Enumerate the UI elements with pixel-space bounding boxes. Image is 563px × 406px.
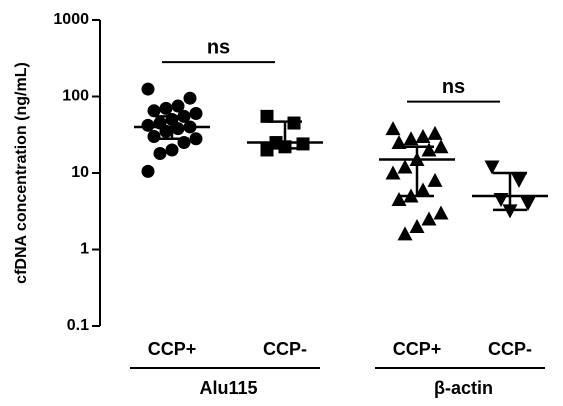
x-tick-label: CCP- xyxy=(263,339,307,359)
point xyxy=(171,122,185,136)
point xyxy=(189,132,203,146)
point xyxy=(520,196,536,211)
y-tick-label: 100 xyxy=(62,88,89,105)
y-tick-label: 1000 xyxy=(53,11,89,28)
point xyxy=(415,129,431,144)
point xyxy=(141,164,155,178)
point xyxy=(189,106,203,120)
point xyxy=(147,104,161,118)
y-tick-label: 10 xyxy=(71,164,89,181)
x-tick-label: CCP+ xyxy=(393,339,442,359)
annotation: ns xyxy=(442,76,465,98)
point xyxy=(147,130,161,144)
point xyxy=(183,91,197,105)
point xyxy=(421,142,437,157)
point xyxy=(260,109,274,123)
group-label: Alu115 xyxy=(199,378,257,398)
point xyxy=(141,118,155,132)
point xyxy=(427,172,443,187)
point xyxy=(502,204,518,219)
point xyxy=(385,165,401,180)
point xyxy=(287,116,301,130)
y-tick-label: 0.1 xyxy=(67,317,89,334)
y-tick-label: 1 xyxy=(80,241,89,258)
x-tick-label: CCP+ xyxy=(148,339,197,359)
point xyxy=(171,99,185,113)
group-label: β-actin xyxy=(434,378,493,398)
point xyxy=(397,159,413,174)
point xyxy=(141,82,155,96)
annotation: ns xyxy=(207,36,230,58)
point xyxy=(433,205,449,220)
point xyxy=(153,146,167,160)
point xyxy=(159,101,173,115)
x-tick-label: CCP- xyxy=(488,339,532,359)
point xyxy=(403,131,419,146)
point xyxy=(433,139,449,154)
point xyxy=(421,211,437,226)
point xyxy=(385,121,401,136)
y-axis-label: cfDNA concentration (ng/mL) xyxy=(13,62,30,284)
point xyxy=(260,143,274,157)
point xyxy=(409,218,425,233)
point xyxy=(415,182,431,197)
point xyxy=(391,192,407,207)
point xyxy=(397,226,413,241)
point xyxy=(484,160,500,175)
point xyxy=(165,143,179,157)
point xyxy=(511,173,527,188)
point xyxy=(427,125,443,140)
